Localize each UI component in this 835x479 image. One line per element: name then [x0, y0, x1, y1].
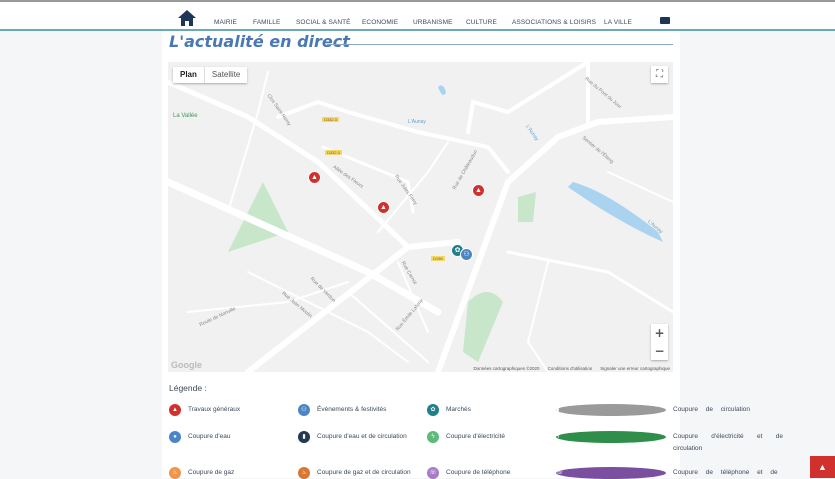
nav-associations-loisirs[interactable]: ASSOCIATIONS & LOISIRS	[512, 19, 597, 26]
legend-label: Coupure d'eau	[188, 433, 231, 440]
legend-item: ▮ Coupure de circulation	[556, 404, 783, 416]
phone-road-icon: ☏	[556, 467, 666, 479]
top-navigation: MAIRIE FAMILLE SOCIAL & SANTÉ ECONOMIE U…	[0, 0, 835, 31]
legend-label: Marchés	[446, 406, 471, 413]
map-type-plan[interactable]: Plan	[173, 67, 205, 83]
traffic-cone-icon: ▲	[169, 404, 181, 416]
chevron-up-icon: ▲	[818, 462, 827, 472]
lightning-road-icon: ϟ	[556, 431, 666, 443]
legend-label: Coupure d'électricité	[446, 433, 506, 440]
legend-title: Légende :	[169, 383, 207, 393]
legend-label: Travaux généraux	[188, 406, 241, 413]
legend-label: Coupure d'électricité et de circulation	[673, 433, 783, 452]
legend-item: ♨ Coupure de gaz et de circulation	[298, 467, 411, 479]
basket-icon: ✿	[427, 404, 439, 416]
road-block-icon: ▮	[556, 404, 666, 416]
flame-icon: ♨	[169, 467, 181, 479]
legend-label: Coupure de téléphone et de	[673, 469, 778, 476]
legend-item: ● Coupure d'eau	[169, 431, 230, 443]
zoom-control: + −	[651, 324, 668, 360]
zoom-in-button[interactable]: +	[654, 326, 665, 340]
legend-item: ⚇ Évènements & festivités	[298, 404, 386, 416]
zoom-out-button[interactable]: −	[654, 344, 665, 358]
legend-label: Coupure de téléphone	[446, 469, 511, 476]
terms-link[interactable]: Conditions d'utilisation	[547, 366, 593, 371]
legend-label: Coupure d'eau et de circulation	[317, 433, 407, 440]
nav-la-ville[interactable]: LA VILLE	[604, 19, 632, 26]
map-type-control: Plan Satellite	[173, 67, 248, 83]
marker-travaux[interactable]: ▲	[472, 184, 485, 197]
map-label-river: L'Aunay	[408, 119, 426, 125]
nav-economie[interactable]: ECONOMIE	[362, 19, 399, 26]
map-data-credit: Données cartographiques ©2020	[473, 366, 540, 371]
marker-evenements[interactable]: ⚇	[460, 248, 473, 261]
road-shield: D332.3	[322, 117, 339, 122]
section-title: L'actualité en direct	[169, 32, 350, 51]
legend-item: ▲ Travaux généraux	[169, 404, 240, 416]
legend-item: ♨ Coupure de gaz	[169, 467, 234, 479]
people-icon: ⚇	[298, 404, 310, 416]
marker-travaux[interactable]: ▲	[308, 171, 321, 184]
legend-item: ☏ Coupure de téléphone	[427, 467, 510, 479]
nav-mairie[interactable]: MAIRIE	[214, 19, 237, 26]
road-shield: D198	[431, 256, 445, 261]
map-roads	[168, 62, 673, 372]
nav-social-sante[interactable]: SOCIAL & SANTÉ	[296, 19, 351, 26]
map-type-satellite[interactable]: Satellite	[211, 70, 241, 79]
scroll-to-top-button[interactable]: ▲	[810, 456, 835, 478]
nav-culture[interactable]: CULTURE	[466, 19, 497, 26]
legend-label: Évènements & festivités	[317, 406, 387, 413]
envelope-icon[interactable]	[660, 17, 670, 24]
phone-icon: ☏	[427, 467, 439, 479]
marker-travaux[interactable]: ▲	[377, 201, 390, 214]
flame-road-icon: ♨	[298, 467, 310, 479]
legend-item: ϟ Coupure d'électricité et de circulation	[556, 431, 783, 455]
google-logo: Google	[171, 360, 202, 370]
report-error-link[interactable]: Signaler une erreur cartographique	[600, 366, 670, 371]
home-icon[interactable]	[178, 10, 196, 26]
water-drop-icon: ●	[169, 431, 181, 443]
fullscreen-icon[interactable]: ⛶	[651, 66, 668, 83]
lightning-icon: ϟ	[427, 431, 439, 443]
legend-label: Coupure de gaz	[188, 469, 235, 476]
legend-label: Coupure de circulation	[673, 406, 751, 413]
legend-label: Coupure de gaz et de circulation	[317, 469, 411, 476]
water-road-icon: ▮	[298, 431, 310, 443]
nav-famille[interactable]: FAMILLE	[253, 19, 281, 26]
legend-item: ▮ Coupure d'eau et de circulation	[298, 431, 407, 443]
nav-urbanisme[interactable]: URBANISME	[413, 19, 453, 26]
title-divider	[327, 44, 673, 45]
legend-item: ☏ Coupure de téléphone et de	[556, 467, 783, 479]
map-attribution: Données cartographiques ©2020 Conditions…	[473, 366, 670, 371]
legend-item: ϟ Coupure d'électricité	[427, 431, 505, 443]
road-shield: D332.3	[325, 150, 342, 155]
map-label-village: La Vallée	[173, 113, 198, 119]
legend-item: ✿ Marchés	[427, 404, 471, 416]
map[interactable]: La Vallée L'Aunay L'Aunay L'Aunay D332.3…	[168, 62, 673, 372]
